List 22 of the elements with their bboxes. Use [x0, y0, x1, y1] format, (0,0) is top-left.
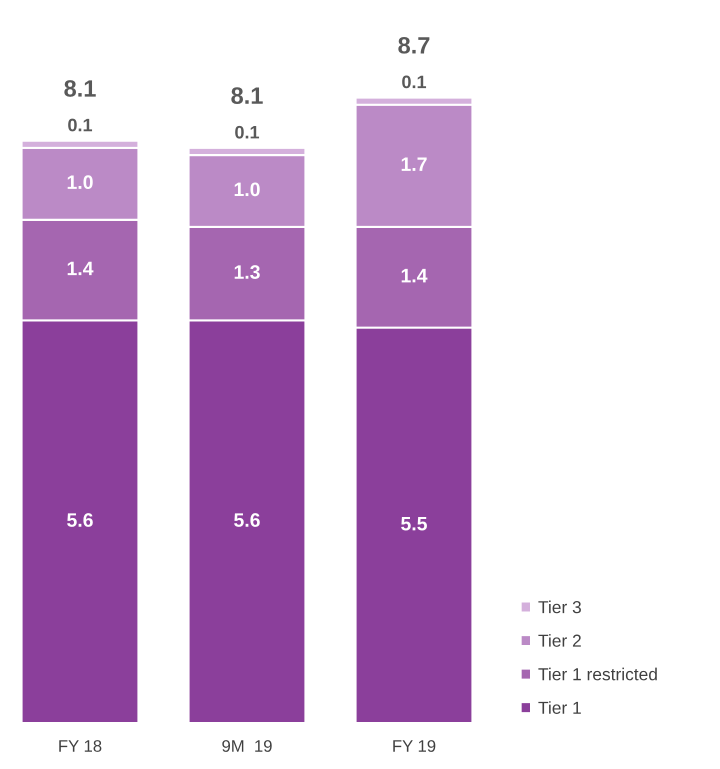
- data-label: 1.0: [234, 182, 260, 196]
- legend-label: Tier 3: [538, 600, 581, 614]
- data-label: 1.0: [68, 175, 93, 190]
- data-label: 5.6: [67, 513, 93, 527]
- data-label: 5.5: [401, 516, 427, 531]
- total-label: 8.7: [398, 36, 430, 54]
- data-label: 0.1: [235, 126, 260, 139]
- legend-label: Tier 1 restricted: [538, 668, 657, 680]
- legend-label: Tier 1: [538, 701, 581, 714]
- data-label: 1.3: [234, 265, 260, 279]
- data-label: 5.6: [234, 513, 260, 527]
- x-tick-label: FY 18: [59, 740, 102, 752]
- x-tick-label: FY 19: [393, 740, 436, 752]
- data-label: 0.1: [402, 76, 426, 88]
- legend-label: Tier 2: [538, 634, 581, 647]
- data-label: 0.1: [68, 118, 92, 132]
- total-label: 8.1: [64, 80, 96, 97]
- data-label: 1.7: [402, 158, 427, 171]
- data-label: 1.4: [68, 262, 94, 276]
- data-label: 1.4: [402, 268, 428, 282]
- x-tick-label: 9M 19: [222, 740, 272, 752]
- total-label: 8.1: [231, 87, 263, 104]
